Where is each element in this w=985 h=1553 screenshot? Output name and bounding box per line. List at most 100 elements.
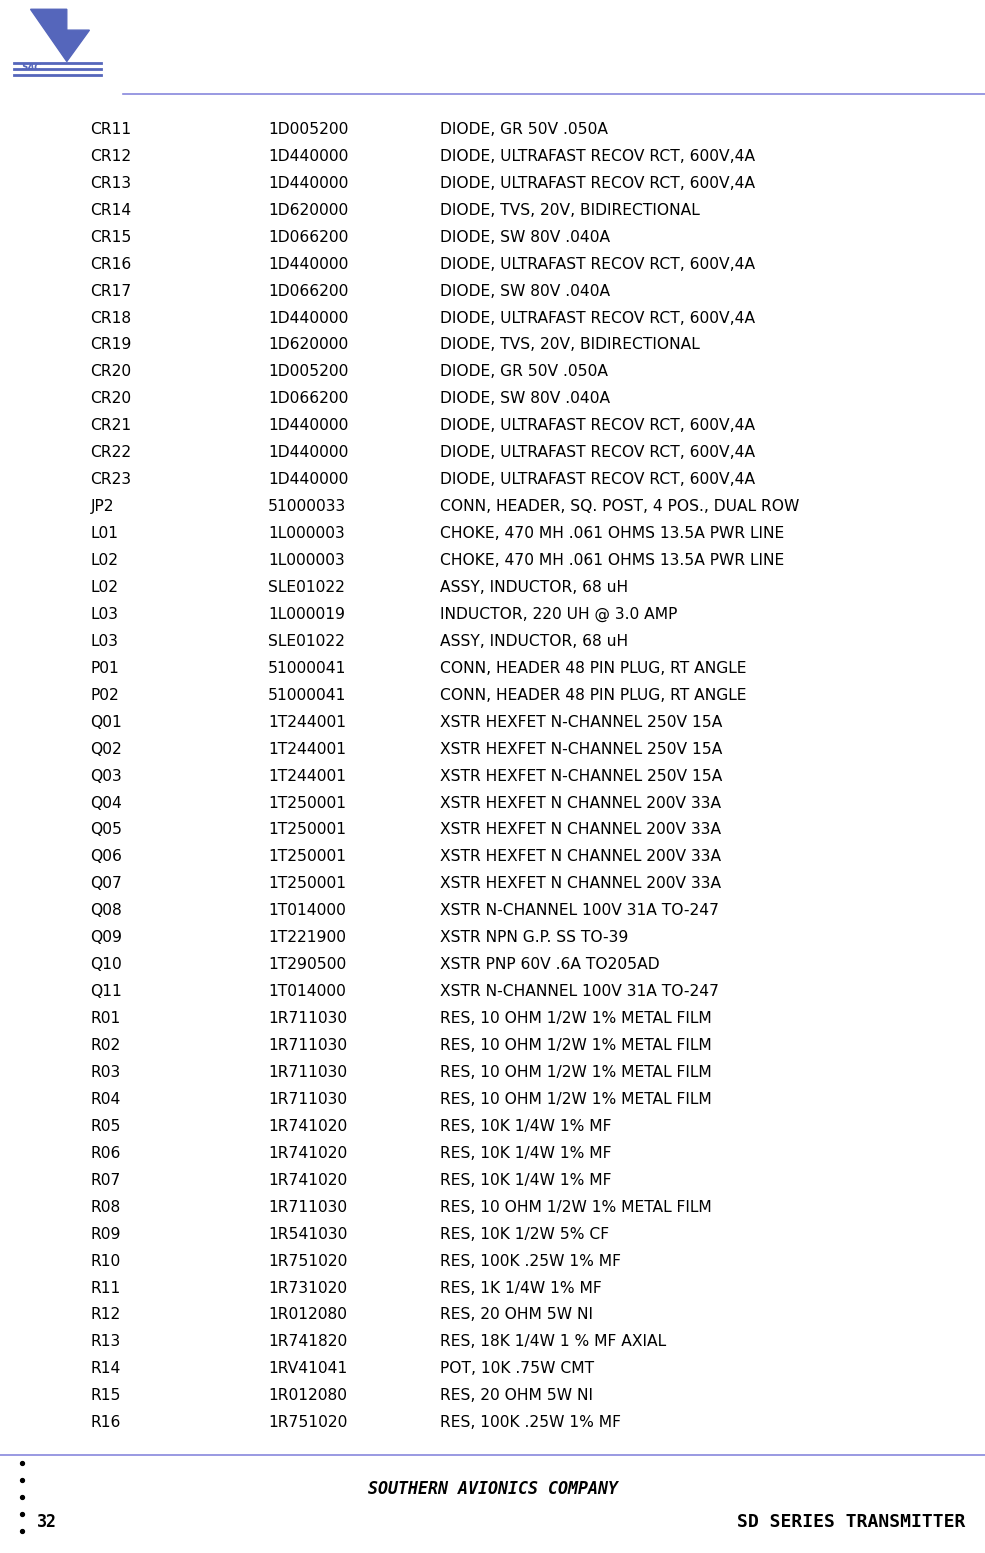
Text: CR20: CR20 <box>91 391 132 407</box>
Text: 1D620000: 1D620000 <box>268 337 348 353</box>
Text: DIODE, ULTRAFAST RECOV RCT, 600V,4A: DIODE, ULTRAFAST RECOV RCT, 600V,4A <box>440 472 755 488</box>
Text: CR20: CR20 <box>91 365 132 379</box>
Text: RES, 10K 1/4W 1% MF: RES, 10K 1/4W 1% MF <box>440 1118 612 1134</box>
Text: 1T244001: 1T244001 <box>268 769 346 784</box>
Text: SAC: SAC <box>22 64 41 73</box>
Text: 1R711030: 1R711030 <box>268 1011 347 1027</box>
Text: 1R541030: 1R541030 <box>268 1227 348 1242</box>
Text: DIODE, ULTRAFAST RECOV RCT, 600V,4A: DIODE, ULTRAFAST RECOV RCT, 600V,4A <box>440 149 755 165</box>
Text: CR19: CR19 <box>91 337 132 353</box>
Text: P02: P02 <box>91 688 119 704</box>
Text: 1R741020: 1R741020 <box>268 1173 347 1188</box>
Text: R03: R03 <box>91 1065 121 1079</box>
Text: 1RV41041: 1RV41041 <box>268 1362 347 1376</box>
Text: 1D440000: 1D440000 <box>268 418 349 433</box>
Text: 1T014000: 1T014000 <box>268 985 346 999</box>
Text: R02: R02 <box>91 1037 121 1053</box>
Text: SLE01022: SLE01022 <box>268 634 345 649</box>
Text: 1R711030: 1R711030 <box>268 1092 347 1107</box>
Text: 1R711030: 1R711030 <box>268 1065 347 1079</box>
Text: XSTR N-CHANNEL 100V 31A TO-247: XSTR N-CHANNEL 100V 31A TO-247 <box>440 904 719 918</box>
Text: Q06: Q06 <box>91 849 122 865</box>
Text: CONN, HEADER, SQ. POST, 4 POS., DUAL ROW: CONN, HEADER, SQ. POST, 4 POS., DUAL ROW <box>440 499 800 514</box>
Text: 1R731020: 1R731020 <box>268 1281 347 1295</box>
Text: 1D620000: 1D620000 <box>268 203 348 217</box>
Text: RES, 20 OHM 5W NI: RES, 20 OHM 5W NI <box>440 1308 593 1323</box>
Text: R07: R07 <box>91 1173 121 1188</box>
Text: SLE01022: SLE01022 <box>268 579 345 595</box>
Text: R05: R05 <box>91 1118 121 1134</box>
Text: CHOKE, 470 MH .061 OHMS 13.5A PWR LINE: CHOKE, 470 MH .061 OHMS 13.5A PWR LINE <box>440 553 784 568</box>
Text: 1D066200: 1D066200 <box>268 230 349 245</box>
Text: Q01: Q01 <box>91 714 122 730</box>
Text: Q07: Q07 <box>91 876 122 891</box>
Text: DIODE, ULTRAFAST RECOV RCT, 600V,4A: DIODE, ULTRAFAST RECOV RCT, 600V,4A <box>440 256 755 272</box>
Text: XSTR HEXFET N CHANNEL 200V 33A: XSTR HEXFET N CHANNEL 200V 33A <box>440 823 721 837</box>
Text: R15: R15 <box>91 1388 121 1404</box>
Text: RES, 10K 1/4W 1% MF: RES, 10K 1/4W 1% MF <box>440 1173 612 1188</box>
Text: 1T250001: 1T250001 <box>268 849 346 865</box>
Text: RES, 1K 1/4W 1% MF: RES, 1K 1/4W 1% MF <box>440 1281 602 1295</box>
Text: Q04: Q04 <box>91 795 122 811</box>
Text: RES, 100K .25W 1% MF: RES, 100K .25W 1% MF <box>440 1415 622 1430</box>
Text: RES, 100K .25W 1% MF: RES, 100K .25W 1% MF <box>440 1253 622 1269</box>
Text: R13: R13 <box>91 1334 121 1350</box>
Text: Q09: Q09 <box>91 930 122 946</box>
Text: 1L000003: 1L000003 <box>268 553 345 568</box>
Text: 51000033: 51000033 <box>268 499 346 514</box>
Text: CONN, HEADER 48 PIN PLUG, RT ANGLE: CONN, HEADER 48 PIN PLUG, RT ANGLE <box>440 688 747 704</box>
Text: Q02: Q02 <box>91 742 122 756</box>
Text: Q08: Q08 <box>91 904 122 918</box>
Text: CR15: CR15 <box>91 230 132 245</box>
Text: CR12: CR12 <box>91 149 132 165</box>
Text: SOUTHERN AVIONICS COMPANY: SOUTHERN AVIONICS COMPANY <box>367 1480 618 1499</box>
Text: R01: R01 <box>91 1011 121 1027</box>
Text: CR22: CR22 <box>91 446 132 460</box>
Text: 1L000019: 1L000019 <box>268 607 345 621</box>
Text: CR21: CR21 <box>91 418 132 433</box>
Text: R14: R14 <box>91 1362 121 1376</box>
Text: 1D440000: 1D440000 <box>268 446 349 460</box>
Text: Q11: Q11 <box>91 985 122 999</box>
Text: 1D440000: 1D440000 <box>268 175 349 191</box>
Text: CR11: CR11 <box>91 123 132 137</box>
Text: 1R741020: 1R741020 <box>268 1118 347 1134</box>
Text: CHOKE, 470 MH .061 OHMS 13.5A PWR LINE: CHOKE, 470 MH .061 OHMS 13.5A PWR LINE <box>440 526 784 540</box>
Text: JP2: JP2 <box>91 499 114 514</box>
Text: R04: R04 <box>91 1092 121 1107</box>
Text: 1R751020: 1R751020 <box>268 1253 348 1269</box>
Text: R09: R09 <box>91 1227 121 1242</box>
Text: RES, 10 OHM 1/2W 1% METAL FILM: RES, 10 OHM 1/2W 1% METAL FILM <box>440 1037 712 1053</box>
Text: CR18: CR18 <box>91 311 132 326</box>
Text: Q03: Q03 <box>91 769 122 784</box>
Text: RES, 10 OHM 1/2W 1% METAL FILM: RES, 10 OHM 1/2W 1% METAL FILM <box>440 1200 712 1214</box>
Text: XSTR HEXFET N CHANNEL 200V 33A: XSTR HEXFET N CHANNEL 200V 33A <box>440 876 721 891</box>
Text: INDUCTOR, 220 UH @ 3.0 AMP: INDUCTOR, 220 UH @ 3.0 AMP <box>440 607 678 623</box>
Text: XSTR HEXFET N-CHANNEL 250V 15A: XSTR HEXFET N-CHANNEL 250V 15A <box>440 714 723 730</box>
Text: DIODE, TVS, 20V, BIDIRECTIONAL: DIODE, TVS, 20V, BIDIRECTIONAL <box>440 337 700 353</box>
Text: POT, 10K .75W CMT: POT, 10K .75W CMT <box>440 1362 594 1376</box>
Text: CR14: CR14 <box>91 203 132 217</box>
Text: R06: R06 <box>91 1146 121 1160</box>
Text: XSTR PNP 60V .6A TO205AD: XSTR PNP 60V .6A TO205AD <box>440 957 660 972</box>
Text: 1R741820: 1R741820 <box>268 1334 347 1350</box>
Text: RES, 10 OHM 1/2W 1% METAL FILM: RES, 10 OHM 1/2W 1% METAL FILM <box>440 1092 712 1107</box>
Text: DIODE, SW 80V .040A: DIODE, SW 80V .040A <box>440 284 611 298</box>
Text: RES, 10 OHM 1/2W 1% METAL FILM: RES, 10 OHM 1/2W 1% METAL FILM <box>440 1065 712 1079</box>
Text: 1R741020: 1R741020 <box>268 1146 347 1160</box>
Text: 1D440000: 1D440000 <box>268 256 349 272</box>
Text: 1D440000: 1D440000 <box>268 311 349 326</box>
Text: 1D440000: 1D440000 <box>268 149 349 165</box>
Text: 1R711030: 1R711030 <box>268 1037 347 1053</box>
Text: RES, 10K 1/4W 1% MF: RES, 10K 1/4W 1% MF <box>440 1146 612 1160</box>
Text: DIODE, SW 80V .040A: DIODE, SW 80V .040A <box>440 391 611 407</box>
Text: 1T221900: 1T221900 <box>268 930 346 946</box>
Text: 1R711030: 1R711030 <box>268 1200 347 1214</box>
Text: R11: R11 <box>91 1281 121 1295</box>
Text: 51000041: 51000041 <box>268 662 347 676</box>
Text: 1D440000: 1D440000 <box>268 472 349 488</box>
Polygon shape <box>67 30 90 62</box>
Text: 1R012080: 1R012080 <box>268 1388 347 1404</box>
Text: 1D005200: 1D005200 <box>268 365 349 379</box>
Text: DIODE, ULTRAFAST RECOV RCT, 600V,4A: DIODE, ULTRAFAST RECOV RCT, 600V,4A <box>440 311 755 326</box>
